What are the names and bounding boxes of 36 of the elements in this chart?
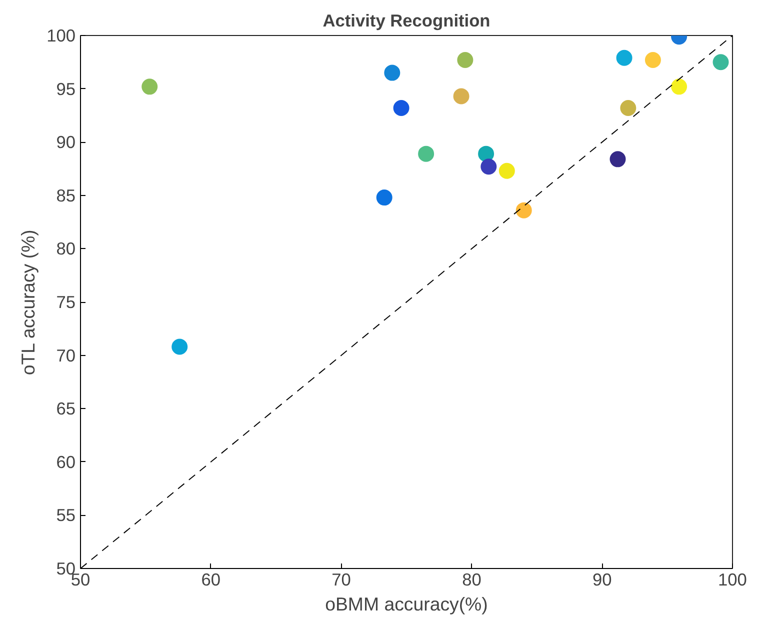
point <box>644 52 661 68</box>
x-axis-title: oBMM accuracy(%) <box>325 594 488 614</box>
point <box>376 190 392 206</box>
point <box>498 162 515 179</box>
y-tick-label: 90 <box>56 132 76 152</box>
y-tick-label: 55 <box>56 505 76 526</box>
y-tick-label: 80 <box>56 238 76 259</box>
y-axis-title: oTL accuracy (%) <box>18 230 39 376</box>
y-tick-label: 75 <box>56 292 76 312</box>
point <box>172 338 188 355</box>
y-tick-label: 65 <box>56 398 76 419</box>
point <box>620 100 636 116</box>
y-tick-label: 70 <box>56 345 76 366</box>
point <box>712 54 729 70</box>
y-tick-label: 85 <box>56 185 76 206</box>
x-tick-label: 60 <box>201 570 221 590</box>
x-tick-label: 90 <box>592 570 612 590</box>
chart-title: Activity Recognition <box>322 10 490 30</box>
x-tick-label: 80 <box>462 570 482 590</box>
point <box>384 64 400 81</box>
point <box>610 151 626 168</box>
point <box>418 146 434 162</box>
x-tick-label: 70 <box>332 570 351 590</box>
x-tick-label: 100 <box>718 570 747 590</box>
point <box>616 50 632 66</box>
point <box>453 88 470 104</box>
point <box>457 52 474 68</box>
point <box>480 158 497 175</box>
point <box>671 78 688 95</box>
point <box>393 100 410 116</box>
y-tick-label: 100 <box>46 26 76 46</box>
point <box>516 202 532 218</box>
point <box>142 78 158 95</box>
y-tick-label: 95 <box>56 78 76 99</box>
y-tick-label: 60 <box>56 452 76 472</box>
point <box>478 146 494 162</box>
